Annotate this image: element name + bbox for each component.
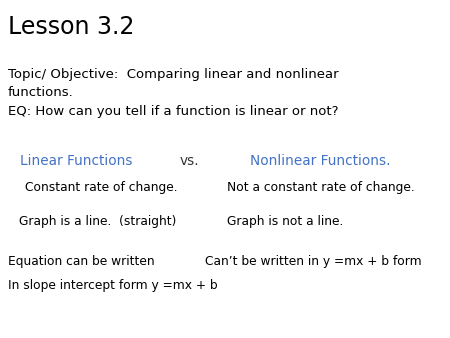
Text: In slope intercept form y =mx + b: In slope intercept form y =mx + b (8, 279, 218, 292)
Text: Can’t be written in y =mx + b form: Can’t be written in y =mx + b form (205, 255, 421, 268)
Text: Constant rate of change.: Constant rate of change. (25, 181, 177, 194)
Text: Lesson 3.2: Lesson 3.2 (8, 15, 135, 39)
Text: Not a constant rate of change.: Not a constant rate of change. (227, 181, 415, 194)
Text: Graph is not a line.: Graph is not a line. (227, 215, 344, 227)
Text: vs.: vs. (180, 154, 200, 168)
Text: Graph is a line.  (straight): Graph is a line. (straight) (19, 215, 176, 227)
Text: Linear Functions: Linear Functions (20, 154, 133, 168)
Text: Topic/ Objective:  Comparing linear and nonlinear
functions.
EQ: How can you tel: Topic/ Objective: Comparing linear and n… (8, 68, 339, 118)
Text: Nonlinear Functions.: Nonlinear Functions. (250, 154, 390, 168)
Text: Equation can be written: Equation can be written (8, 255, 155, 268)
